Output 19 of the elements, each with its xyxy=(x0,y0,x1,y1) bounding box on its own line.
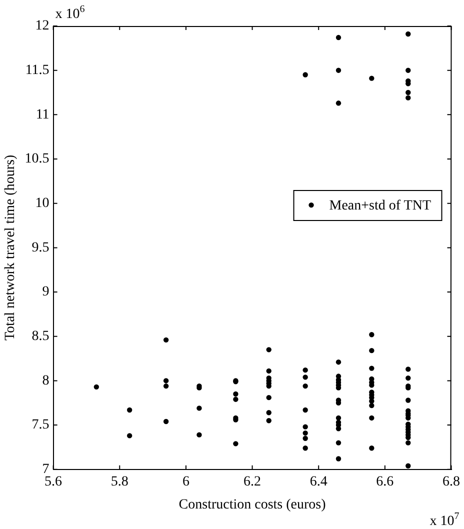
y-tick-label: 8.5 xyxy=(32,329,50,344)
x-tick-label: 6.6 xyxy=(376,474,394,490)
y-axis-title: Total network travel time (hours) xyxy=(3,154,18,341)
y-tick-label: 11.5 xyxy=(25,63,50,78)
y-tick-label: 10 xyxy=(35,196,50,212)
y-tick-label: 12 xyxy=(35,18,50,34)
y-tick-label: 9 xyxy=(42,284,50,300)
y-tick-label: 11 xyxy=(36,107,50,122)
x-axis-title: Construction costs (euros) xyxy=(178,497,326,512)
x-tick-label: 6.8 xyxy=(442,474,460,490)
x-tick-label: 6.2 xyxy=(244,474,262,490)
y-tick-label: 9.5 xyxy=(32,240,50,256)
x-tick-label: 5.8 xyxy=(110,474,128,490)
legend-label: Mean+std of TNT xyxy=(329,198,432,214)
x-tick-label: 6.4 xyxy=(310,474,328,490)
y-tick-label: 7.5 xyxy=(32,418,50,433)
y-tick-label: 10.5 xyxy=(24,152,50,167)
y-tick-label: 8 xyxy=(42,373,50,388)
x-tick-label: 6 xyxy=(182,474,190,490)
